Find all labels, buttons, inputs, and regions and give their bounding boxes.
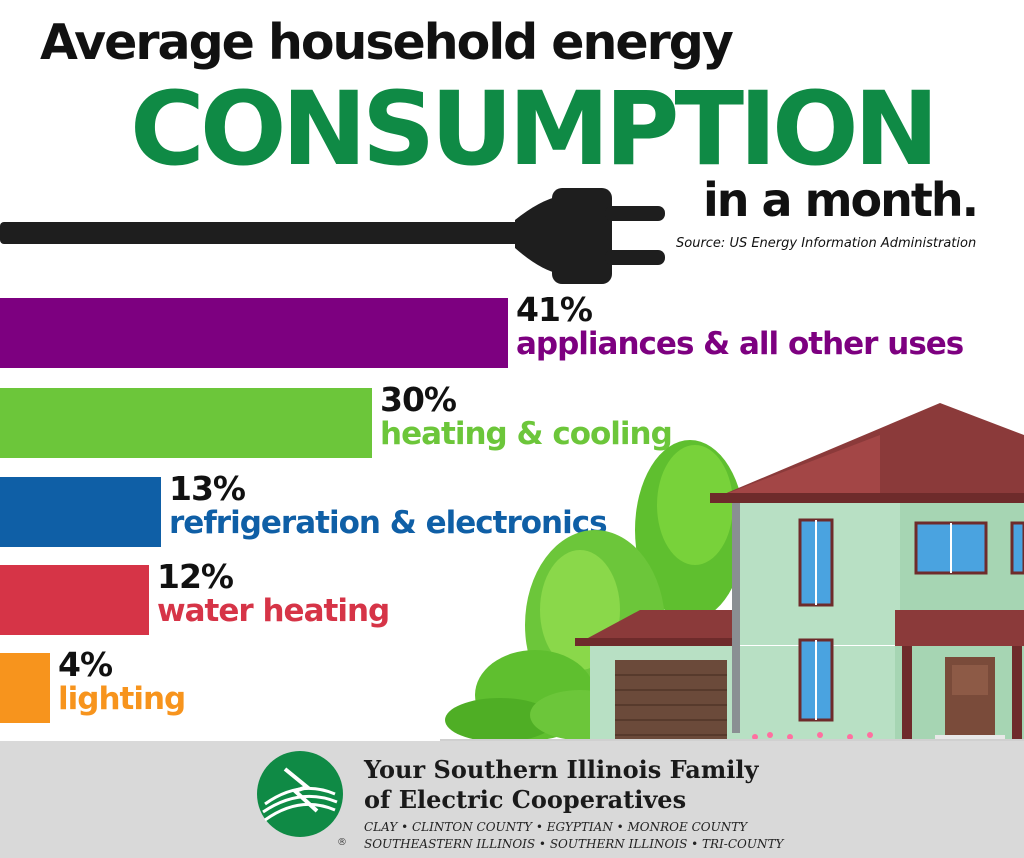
cooperatives-list-line-2: SOUTHEASTERN ILLINOIS • SOUTHERN ILLINOI… [364, 837, 784, 851]
category-label-heating-cooling: heating & cooling [380, 416, 673, 452]
value-label-refrigeration: 13% [169, 469, 246, 508]
cooperatives-list-line-1: CLAY • CLINTON COUNTY • EGYPTIAN • MONRO… [364, 820, 748, 834]
org-name-line-1: Your Southern Illinois Family [364, 755, 759, 784]
footer-band: ® Your Southern Illinois Family of Elect… [0, 741, 1024, 858]
house-illustration [440, 403, 1024, 743]
source-note: Source: US Energy Information Administra… [676, 236, 977, 251]
title-line-1: Average household energy [40, 14, 734, 71]
org-name-line-2: of Electric Cooperatives [364, 785, 687, 814]
category-label-appliances: appliances & all other uses [516, 326, 964, 362]
power-plug-icon [0, 188, 665, 284]
bar-refrigeration [0, 477, 161, 547]
value-label-appliances: 41% [516, 290, 593, 329]
category-label-refrigeration: refrigeration & electronics [169, 505, 608, 541]
bar-appliances [0, 298, 508, 368]
category-label-water-heating: water heating [157, 593, 390, 629]
title-line-3: in a month. [703, 173, 979, 227]
bar-lighting [0, 653, 50, 723]
category-label-lighting: lighting [58, 681, 186, 717]
bar-water-heating [0, 565, 149, 635]
cooperative-logo-icon [257, 751, 343, 837]
registered-mark: ® [337, 837, 347, 848]
title-line-2: CONSUMPTION [130, 70, 939, 189]
value-label-heating-cooling: 30% [380, 380, 457, 419]
value-label-water-heating: 12% [157, 557, 234, 596]
bar-heating-cooling [0, 388, 372, 458]
value-label-lighting: 4% [58, 645, 113, 684]
bar-chart: 41% appliances & all other uses 30% heat… [0, 290, 964, 723]
